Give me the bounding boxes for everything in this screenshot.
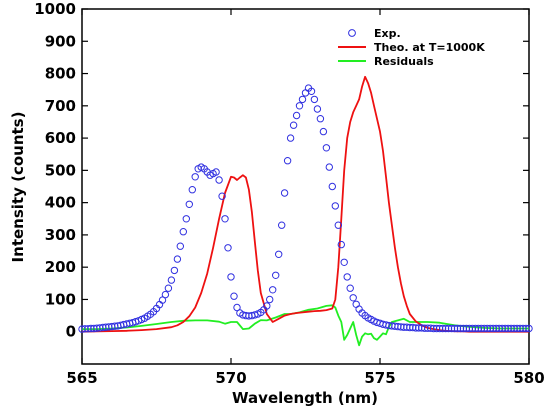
data-point bbox=[266, 295, 274, 304]
data-point bbox=[525, 324, 533, 333]
data-point bbox=[346, 284, 354, 292]
data-point bbox=[224, 244, 232, 252]
legend-swatch bbox=[348, 29, 356, 37]
x-tick-label: 565 bbox=[66, 369, 97, 387]
data-point bbox=[280, 189, 289, 197]
data-point bbox=[349, 294, 357, 302]
data-point bbox=[176, 242, 185, 250]
data-point bbox=[522, 324, 530, 333]
data-point bbox=[275, 250, 283, 259]
y-tick-label: 800 bbox=[45, 65, 76, 83]
data-point bbox=[331, 202, 339, 210]
data-point bbox=[286, 134, 295, 142]
y-tick-label: 200 bbox=[45, 258, 76, 276]
data-point bbox=[334, 221, 342, 229]
data-point bbox=[278, 221, 286, 229]
data-point bbox=[316, 115, 325, 123]
y-axis: 0 100 200 300 400 500 600 700 800 900 1000 bbox=[34, 0, 529, 341]
y-tick-label: 300 bbox=[45, 226, 76, 244]
x-axis-label: Wavelength (nm) bbox=[232, 389, 378, 407]
data-point bbox=[188, 186, 197, 194]
data-point bbox=[298, 95, 307, 104]
data-point bbox=[251, 311, 259, 319]
data-point bbox=[292, 111, 301, 120]
data-point bbox=[307, 87, 316, 96]
series-line-1 bbox=[81, 75, 529, 333]
y-tick-label: 700 bbox=[45, 97, 76, 115]
x-axis: 565 570 575 580 bbox=[66, 9, 545, 387]
data-point bbox=[218, 192, 226, 200]
legend-label: Residuals bbox=[374, 55, 434, 68]
data-point bbox=[322, 144, 331, 152]
data-point bbox=[319, 127, 328, 136]
data-point bbox=[343, 273, 351, 281]
legend-label: Exp. bbox=[374, 27, 401, 40]
data-point bbox=[325, 163, 333, 171]
series-layer bbox=[78, 75, 533, 347]
data-point bbox=[310, 95, 319, 104]
data-point bbox=[185, 200, 194, 209]
data-point bbox=[221, 215, 229, 223]
data-point bbox=[212, 168, 220, 176]
data-point bbox=[272, 271, 280, 279]
y-tick-label: 100 bbox=[45, 290, 76, 308]
data-point bbox=[173, 255, 182, 263]
data-point bbox=[191, 173, 199, 181]
data-point bbox=[179, 228, 188, 236]
data-point bbox=[182, 215, 191, 223]
data-point bbox=[340, 258, 348, 266]
data-point bbox=[295, 102, 304, 110]
data-point bbox=[170, 266, 179, 275]
series-line-2 bbox=[82, 304, 529, 347]
data-point bbox=[167, 276, 176, 284]
data-point bbox=[215, 176, 223, 184]
y-tick-label: 600 bbox=[45, 129, 76, 147]
y-tick-label: 900 bbox=[45, 32, 76, 50]
data-point bbox=[289, 121, 298, 129]
x-tick-label: 570 bbox=[215, 369, 246, 387]
data-point bbox=[230, 292, 238, 300]
data-point bbox=[313, 105, 322, 113]
x-tick-label: 580 bbox=[513, 369, 544, 387]
data-point bbox=[161, 290, 170, 299]
x-tick-label: 575 bbox=[364, 369, 395, 387]
data-point bbox=[158, 296, 167, 304]
data-point bbox=[269, 286, 277, 294]
y-tick-label: 0 bbox=[66, 323, 76, 341]
data-point bbox=[164, 284, 173, 292]
y-tick-label: 500 bbox=[45, 161, 76, 179]
data-point bbox=[283, 157, 292, 165]
data-point bbox=[328, 182, 336, 191]
legend-label: Theo. at T=1000K bbox=[374, 41, 485, 54]
y-axis-label: Intensity (counts) bbox=[9, 112, 27, 263]
data-point bbox=[263, 302, 271, 310]
data-point bbox=[227, 273, 235, 281]
y-tick-label: 400 bbox=[45, 194, 76, 212]
data-point bbox=[233, 303, 241, 312]
y-tick-label: 1000 bbox=[34, 0, 76, 18]
data-point bbox=[337, 240, 345, 249]
